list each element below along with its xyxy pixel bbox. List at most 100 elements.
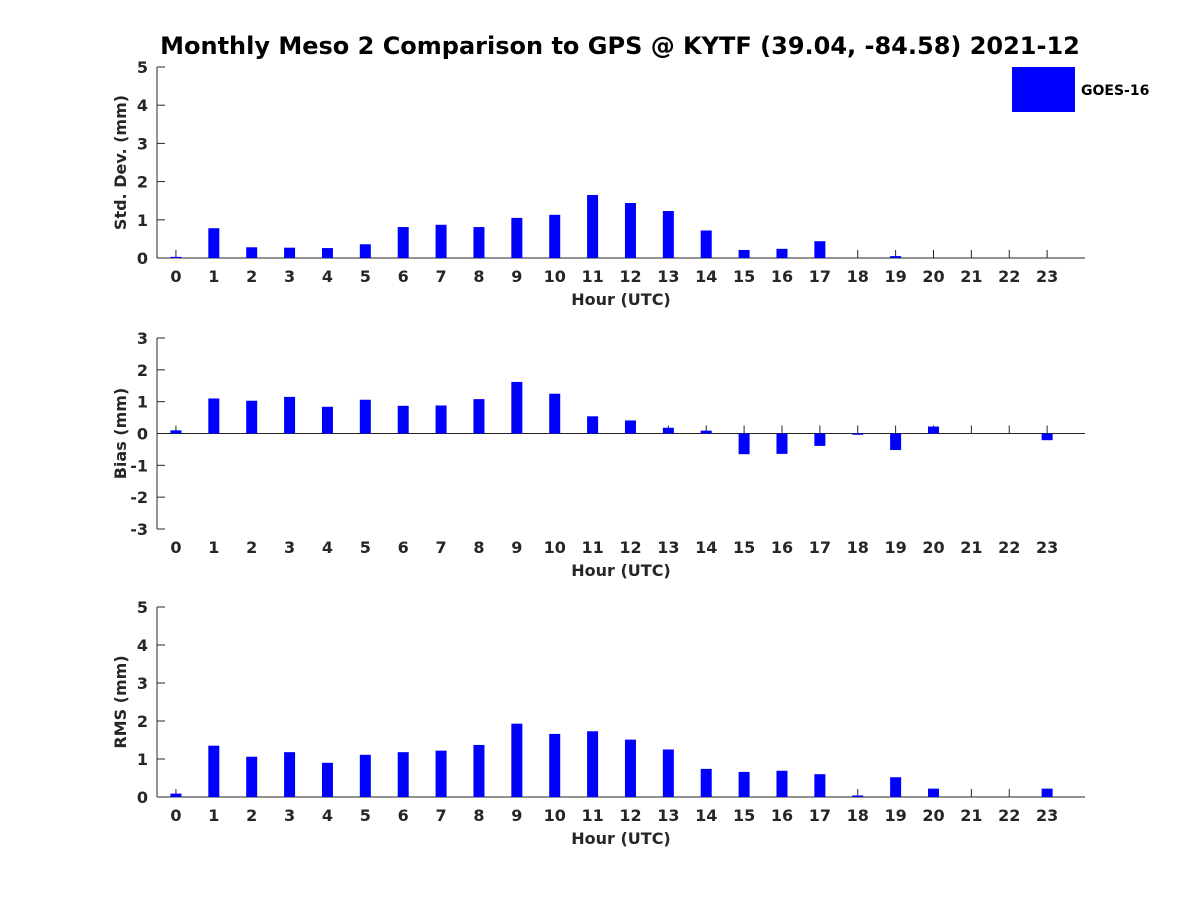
x-tick-label: 21 [960,267,982,286]
x-tick-label: 12 [619,538,641,557]
x-tick-label: 5 [360,538,371,557]
bar-hour-17 [814,241,826,258]
x-tick-label: 23 [1036,538,1058,557]
y-tick-label: 2 [137,712,148,731]
bar-hour-10 [549,733,561,797]
bar-hour-9 [511,381,523,434]
y-tick-label: 2 [137,173,148,192]
x-tick-label: 19 [884,538,906,557]
bar-hour-0 [170,793,182,797]
x-tick-label: 9 [511,806,522,825]
legend-swatch-goes-16 [1012,67,1075,112]
y-tick-label: 0 [137,788,148,807]
x-tick-label: 15 [733,538,755,557]
bar-hour-3 [284,247,296,258]
x-tick-label: 8 [473,267,484,286]
x-tick-label: 23 [1036,806,1058,825]
bar-hour-20 [927,788,939,797]
bar-hour-6 [397,227,409,258]
y-tick-label: 3 [137,134,148,153]
x-tick-label: 9 [511,538,522,557]
x-tick-label: 2 [246,267,257,286]
x-tick-label: 6 [398,267,409,286]
bar-hour-1 [208,745,220,797]
bar-hour-2 [246,756,258,797]
chart-title: Monthly Meso 2 Comparison to GPS @ KYTF … [160,32,1080,60]
bar-hour-16 [776,770,788,797]
y-tick-label: 5 [137,598,148,617]
bar-hour-17 [814,774,826,797]
x-tick-label: 18 [847,267,869,286]
x-tick-label: 8 [473,538,484,557]
bar-hour-8 [473,227,485,258]
x-tick-label: 9 [511,267,522,286]
y-tick-label: 1 [137,393,148,412]
bar-hour-13 [662,427,674,434]
y-tick-label: 3 [137,674,148,693]
bar-hour-19 [890,777,902,797]
bar-hour-15 [738,433,750,455]
bar-hour-13 [662,749,674,797]
bar-hour-18 [852,795,864,797]
x-tick-label: 11 [581,538,603,557]
x-tick-label: 17 [809,806,831,825]
x-tick-label: 16 [771,538,793,557]
bar-hour-8 [473,399,485,434]
bar-hour-14 [700,768,712,797]
bar-hour-19 [890,433,902,451]
y-tick-label: -3 [130,520,148,539]
x-tick-label: 13 [657,538,679,557]
y-tick-label: 4 [137,96,148,115]
bar-hour-4 [321,762,333,797]
x-tick-label: 8 [473,806,484,825]
bar-hour-15 [738,249,750,258]
x-axis-label: Hour (UTC) [571,829,671,848]
bar-hour-16 [776,248,788,258]
x-tick-label: 21 [960,538,982,557]
bar-hour-15 [738,771,750,797]
x-tick-label: 16 [771,806,793,825]
x-tick-label: 17 [809,538,831,557]
bar-hour-11 [587,194,599,258]
x-tick-label: 21 [960,806,982,825]
y-tick-label: 1 [137,750,148,769]
x-tick-label: 15 [733,806,755,825]
x-tick-label: 10 [544,806,566,825]
x-tick-label: 6 [398,806,409,825]
y-tick-label: -2 [130,488,148,507]
bar-hour-6 [397,752,409,797]
x-tick-label: 1 [208,806,219,825]
x-tick-label: 12 [619,267,641,286]
x-tick-label: 7 [436,806,447,825]
bar-hour-4 [321,406,333,434]
bar-hour-8 [473,744,485,797]
x-tick-label: 19 [884,806,906,825]
x-tick-label: 20 [922,538,944,557]
x-tick-label: 10 [544,538,566,557]
y-axis-label: Std. Dev. (mm) [111,95,130,230]
x-tick-label: 11 [581,806,603,825]
bar-hour-13 [662,211,674,258]
bar-hour-5 [359,244,371,258]
x-tick-label: 2 [246,806,257,825]
bar-hour-14 [700,230,712,258]
bar-hour-12 [624,202,636,258]
bar-hour-1 [208,228,220,258]
bar-hour-23 [1041,433,1053,441]
x-tick-label: 1 [208,267,219,286]
x-tick-label: 5 [360,267,371,286]
bar-hour-17 [814,433,826,446]
x-tick-label: 0 [170,267,181,286]
bar-hour-0 [170,256,182,258]
x-tick-label: 20 [922,806,944,825]
bar-hour-11 [587,416,599,434]
legend-label-goes-16: GOES-16 [1081,83,1149,99]
bar-hour-7 [435,750,447,797]
bar-hour-4 [321,248,333,258]
x-tick-label: 10 [544,267,566,286]
y-tick-label: 3 [137,329,148,348]
y-tick-label: 4 [137,636,148,655]
y-tick-label: -1 [130,456,148,475]
